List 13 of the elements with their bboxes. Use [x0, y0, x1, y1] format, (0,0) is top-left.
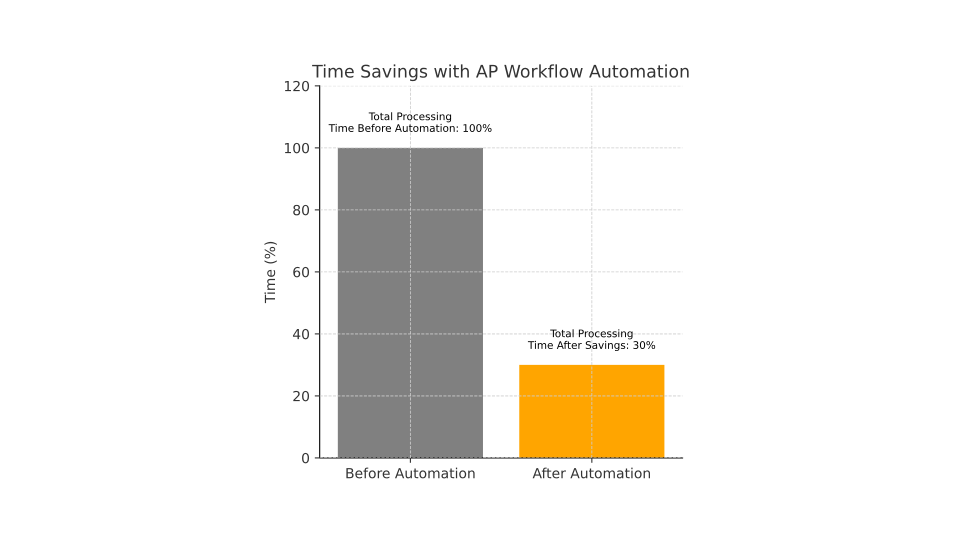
- annotation: Total Processing Time Before Automation: 100%: [328, 112, 492, 132]
- x-tick-label: After Automation: [532, 468, 650, 478]
- y-tick-label: 100: [284, 142, 310, 154]
- y-tick-label: 0: [302, 452, 310, 464]
- y-axis-title: Time (%): [264, 242, 277, 304]
- y-tick-label: 120: [284, 80, 310, 92]
- y-tick-label: 60: [293, 266, 310, 278]
- y-tick-label: 20: [293, 390, 310, 402]
- x-tick-label: Before Automation: [346, 468, 475, 478]
- y-tick-label: 40: [292, 328, 310, 340]
- annotation: Total Processing Time After Savings: 30%: [528, 329, 656, 352]
- y-tick-label: 80: [293, 204, 310, 216]
- chart-title: Time Savings with AP Workflow Automation: [312, 64, 689, 82]
